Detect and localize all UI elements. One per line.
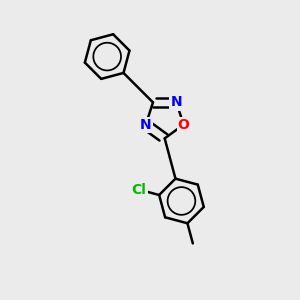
Text: N: N (140, 118, 152, 132)
Text: N: N (171, 95, 182, 110)
Text: Cl: Cl (132, 183, 146, 196)
Text: O: O (178, 118, 190, 132)
